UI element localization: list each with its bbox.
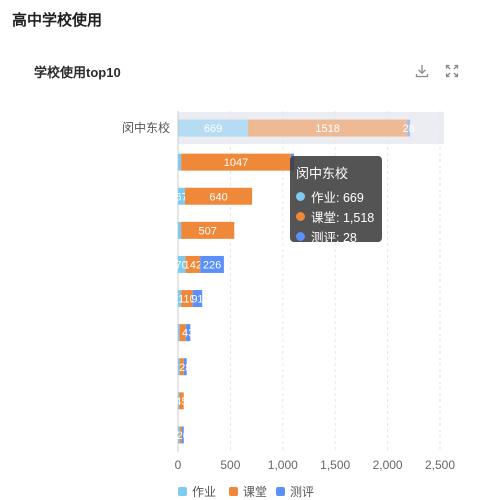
bar-8-1: [179, 392, 184, 410]
bar-7-0: [178, 358, 180, 376]
bar-2-0: [178, 187, 186, 205]
legend-item-0[interactable]: 作业: [178, 483, 216, 500]
bar-9-1: [179, 426, 182, 444]
tooltip-dot-1: [296, 211, 305, 221]
x-tick-label: 2,500: [425, 458, 455, 472]
bar-8-0: [178, 392, 180, 410]
download-icon[interactable]: [414, 63, 430, 79]
bar-4-2: [200, 255, 224, 273]
data-label: 1518: [315, 123, 339, 135]
data-label: 20: [177, 430, 189, 442]
bar-0-0: [178, 119, 249, 137]
legend-label: 作业: [192, 485, 217, 499]
chart-tooltip: 闵中东校 作业: 669 课堂: 1,518 测评: 28: [290, 156, 382, 245]
x-tick-label: 500: [220, 458, 240, 472]
tooltip-row: 测评: 28: [296, 226, 376, 246]
bar-9-0: [178, 426, 180, 444]
legend-swatch-1: [229, 487, 238, 496]
data-label: 45: [175, 396, 187, 408]
bar-9-2: [181, 426, 184, 444]
data-label: 28: [179, 362, 191, 374]
page-title: 高中学校使用: [12, 12, 103, 29]
data-label: 507: [199, 225, 217, 237]
data-label: 226: [203, 259, 221, 271]
legend-label: 测评: [290, 485, 315, 499]
data-label: 1047: [224, 157, 248, 169]
x-tick-label: 1,000: [268, 458, 298, 472]
bar-4-0: [178, 255, 186, 273]
bar-4-1: [185, 255, 201, 273]
legend-swatch-2: [276, 487, 285, 496]
bar-1-0: [178, 153, 182, 171]
data-label: 91: [191, 294, 203, 306]
tooltip-row: 作业: 669: [296, 186, 376, 206]
tooltip-row-label: 作业: 669: [311, 190, 364, 205]
tooltip-row-label: 测评: 28: [311, 230, 357, 245]
data-label: 28: [403, 123, 415, 135]
tooltip-title: 闵中东校: [296, 166, 349, 181]
bar-5-2: [192, 290, 203, 308]
legend-item-1[interactable]: 课堂: [229, 483, 267, 500]
legend-label: 课堂: [243, 485, 268, 499]
data-label: 110: [178, 294, 196, 306]
chart-legend: 作业 课堂 测评: [0, 483, 499, 500]
bar-3-0: [178, 221, 182, 239]
x-tick-label: 2,000: [373, 458, 403, 472]
data-label: 67: [175, 191, 187, 203]
bar-2-1: [185, 187, 253, 205]
data-label: 70: [176, 259, 188, 271]
bar-0-1: [248, 119, 408, 137]
data-label: 142: [184, 259, 202, 271]
bar-5-1: [181, 290, 193, 308]
tooltip-row: 课堂: 1,518: [296, 206, 376, 226]
legend-item-2[interactable]: 测评: [276, 483, 314, 500]
tooltip-row-label: 课堂: 1,518: [311, 210, 375, 225]
y-category-label: 闵中东校: [122, 120, 170, 135]
bar-3-1: [181, 221, 235, 239]
bar-1-1: [181, 153, 291, 171]
tooltip-dot-0: [296, 191, 305, 201]
bar-6-1: [179, 324, 186, 342]
tooltip-dot-2: [296, 231, 305, 241]
bar-0-2: [407, 119, 411, 137]
x-tick-label: 1,500: [320, 458, 350, 472]
legend-swatch-0: [178, 487, 187, 496]
fullscreen-icon[interactable]: [444, 63, 460, 79]
bar-7-1: [179, 358, 184, 376]
bar-7-2: [183, 358, 187, 376]
data-label: 43: [182, 328, 194, 340]
bar-5-0: [178, 290, 182, 308]
x-tick-label: 0: [175, 458, 182, 472]
data-label: 640: [209, 191, 227, 203]
card-title: 学校使用top10: [34, 65, 121, 80]
bar-6-0: [178, 324, 180, 342]
data-label: 669: [204, 123, 222, 135]
bar-6-2: [185, 324, 191, 342]
